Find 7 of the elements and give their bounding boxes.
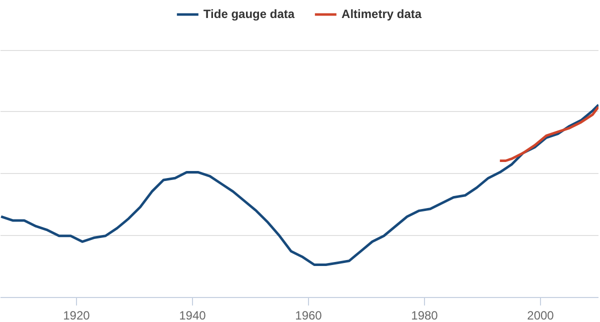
x-tick-label: 1940: [179, 308, 206, 322]
x-tick-label: 2000: [527, 308, 554, 322]
x-tick-label: 1980: [411, 308, 438, 322]
x-tick-label: 1920: [63, 308, 90, 322]
legend-label: Altimetry data: [342, 7, 422, 21]
x-tick-label: 1960: [295, 308, 322, 322]
legend-label: Tide gauge data: [203, 7, 295, 21]
